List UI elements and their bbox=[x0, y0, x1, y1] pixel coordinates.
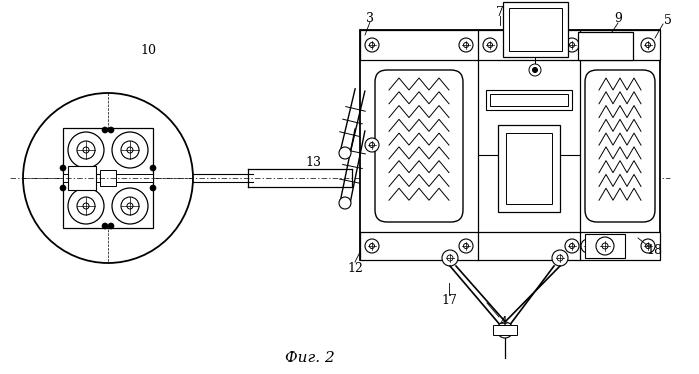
Circle shape bbox=[645, 43, 651, 47]
Circle shape bbox=[370, 43, 375, 47]
Bar bbox=[360, 30, 660, 260]
Circle shape bbox=[570, 43, 575, 47]
Circle shape bbox=[557, 255, 563, 261]
Circle shape bbox=[83, 203, 89, 209]
Circle shape bbox=[60, 185, 66, 191]
Circle shape bbox=[112, 132, 148, 168]
Circle shape bbox=[497, 322, 513, 338]
Circle shape bbox=[68, 132, 104, 168]
Circle shape bbox=[570, 243, 575, 248]
Circle shape bbox=[565, 38, 579, 52]
Circle shape bbox=[365, 38, 379, 52]
Circle shape bbox=[552, 250, 568, 266]
Circle shape bbox=[150, 185, 156, 191]
Text: 4: 4 bbox=[500, 316, 508, 328]
Bar bbox=[100, 170, 116, 186]
FancyBboxPatch shape bbox=[585, 70, 655, 222]
Text: 9: 9 bbox=[614, 12, 622, 25]
Circle shape bbox=[121, 141, 139, 159]
Circle shape bbox=[365, 138, 379, 152]
Circle shape bbox=[586, 243, 591, 248]
Circle shape bbox=[529, 64, 541, 76]
Text: Фиг. 2: Фиг. 2 bbox=[285, 351, 335, 365]
Bar bbox=[498, 125, 560, 212]
Circle shape bbox=[60, 165, 66, 171]
Bar bbox=[578, 32, 633, 60]
Circle shape bbox=[108, 223, 114, 229]
Bar bbox=[360, 232, 660, 260]
Circle shape bbox=[641, 38, 655, 52]
Bar bbox=[360, 30, 660, 60]
Bar bbox=[493, 325, 517, 335]
Circle shape bbox=[121, 197, 139, 215]
Circle shape bbox=[596, 237, 614, 255]
Circle shape bbox=[487, 43, 493, 47]
Circle shape bbox=[533, 67, 538, 73]
Circle shape bbox=[459, 239, 473, 253]
Circle shape bbox=[442, 250, 458, 266]
Text: 5: 5 bbox=[664, 13, 672, 27]
Circle shape bbox=[641, 239, 655, 253]
Circle shape bbox=[112, 188, 148, 224]
Text: 10: 10 bbox=[140, 43, 156, 56]
Circle shape bbox=[339, 197, 351, 209]
Circle shape bbox=[370, 243, 375, 248]
FancyBboxPatch shape bbox=[375, 70, 463, 222]
Circle shape bbox=[581, 239, 595, 253]
Bar bbox=[509, 8, 562, 51]
Text: 18: 18 bbox=[646, 243, 662, 257]
Circle shape bbox=[463, 243, 468, 248]
Bar bbox=[63, 128, 153, 228]
Circle shape bbox=[483, 38, 497, 52]
Circle shape bbox=[108, 127, 114, 133]
Bar bbox=[63, 174, 153, 182]
Bar bbox=[503, 2, 568, 57]
Bar bbox=[486, 90, 572, 110]
Circle shape bbox=[150, 165, 156, 171]
Circle shape bbox=[447, 255, 453, 261]
Circle shape bbox=[23, 93, 193, 263]
Circle shape bbox=[68, 188, 104, 224]
Text: 17: 17 bbox=[441, 294, 457, 307]
Circle shape bbox=[502, 327, 508, 333]
Circle shape bbox=[463, 43, 468, 47]
Bar bbox=[585, 234, 625, 258]
Circle shape bbox=[102, 127, 108, 133]
Circle shape bbox=[102, 223, 108, 229]
Circle shape bbox=[127, 203, 133, 209]
Bar bbox=[490, 94, 568, 106]
Text: 7: 7 bbox=[496, 6, 504, 18]
Circle shape bbox=[645, 243, 651, 248]
Circle shape bbox=[127, 147, 133, 153]
Circle shape bbox=[339, 147, 351, 159]
Circle shape bbox=[77, 141, 95, 159]
Circle shape bbox=[459, 38, 473, 52]
Circle shape bbox=[370, 142, 375, 147]
Text: 12: 12 bbox=[347, 261, 363, 275]
Circle shape bbox=[83, 147, 89, 153]
Circle shape bbox=[77, 197, 95, 215]
Text: 13: 13 bbox=[305, 156, 321, 169]
Circle shape bbox=[365, 239, 379, 253]
Text: 3: 3 bbox=[366, 12, 374, 25]
Circle shape bbox=[602, 243, 608, 249]
Circle shape bbox=[565, 239, 579, 253]
Bar bbox=[506, 133, 552, 204]
Bar bbox=[68, 166, 96, 190]
